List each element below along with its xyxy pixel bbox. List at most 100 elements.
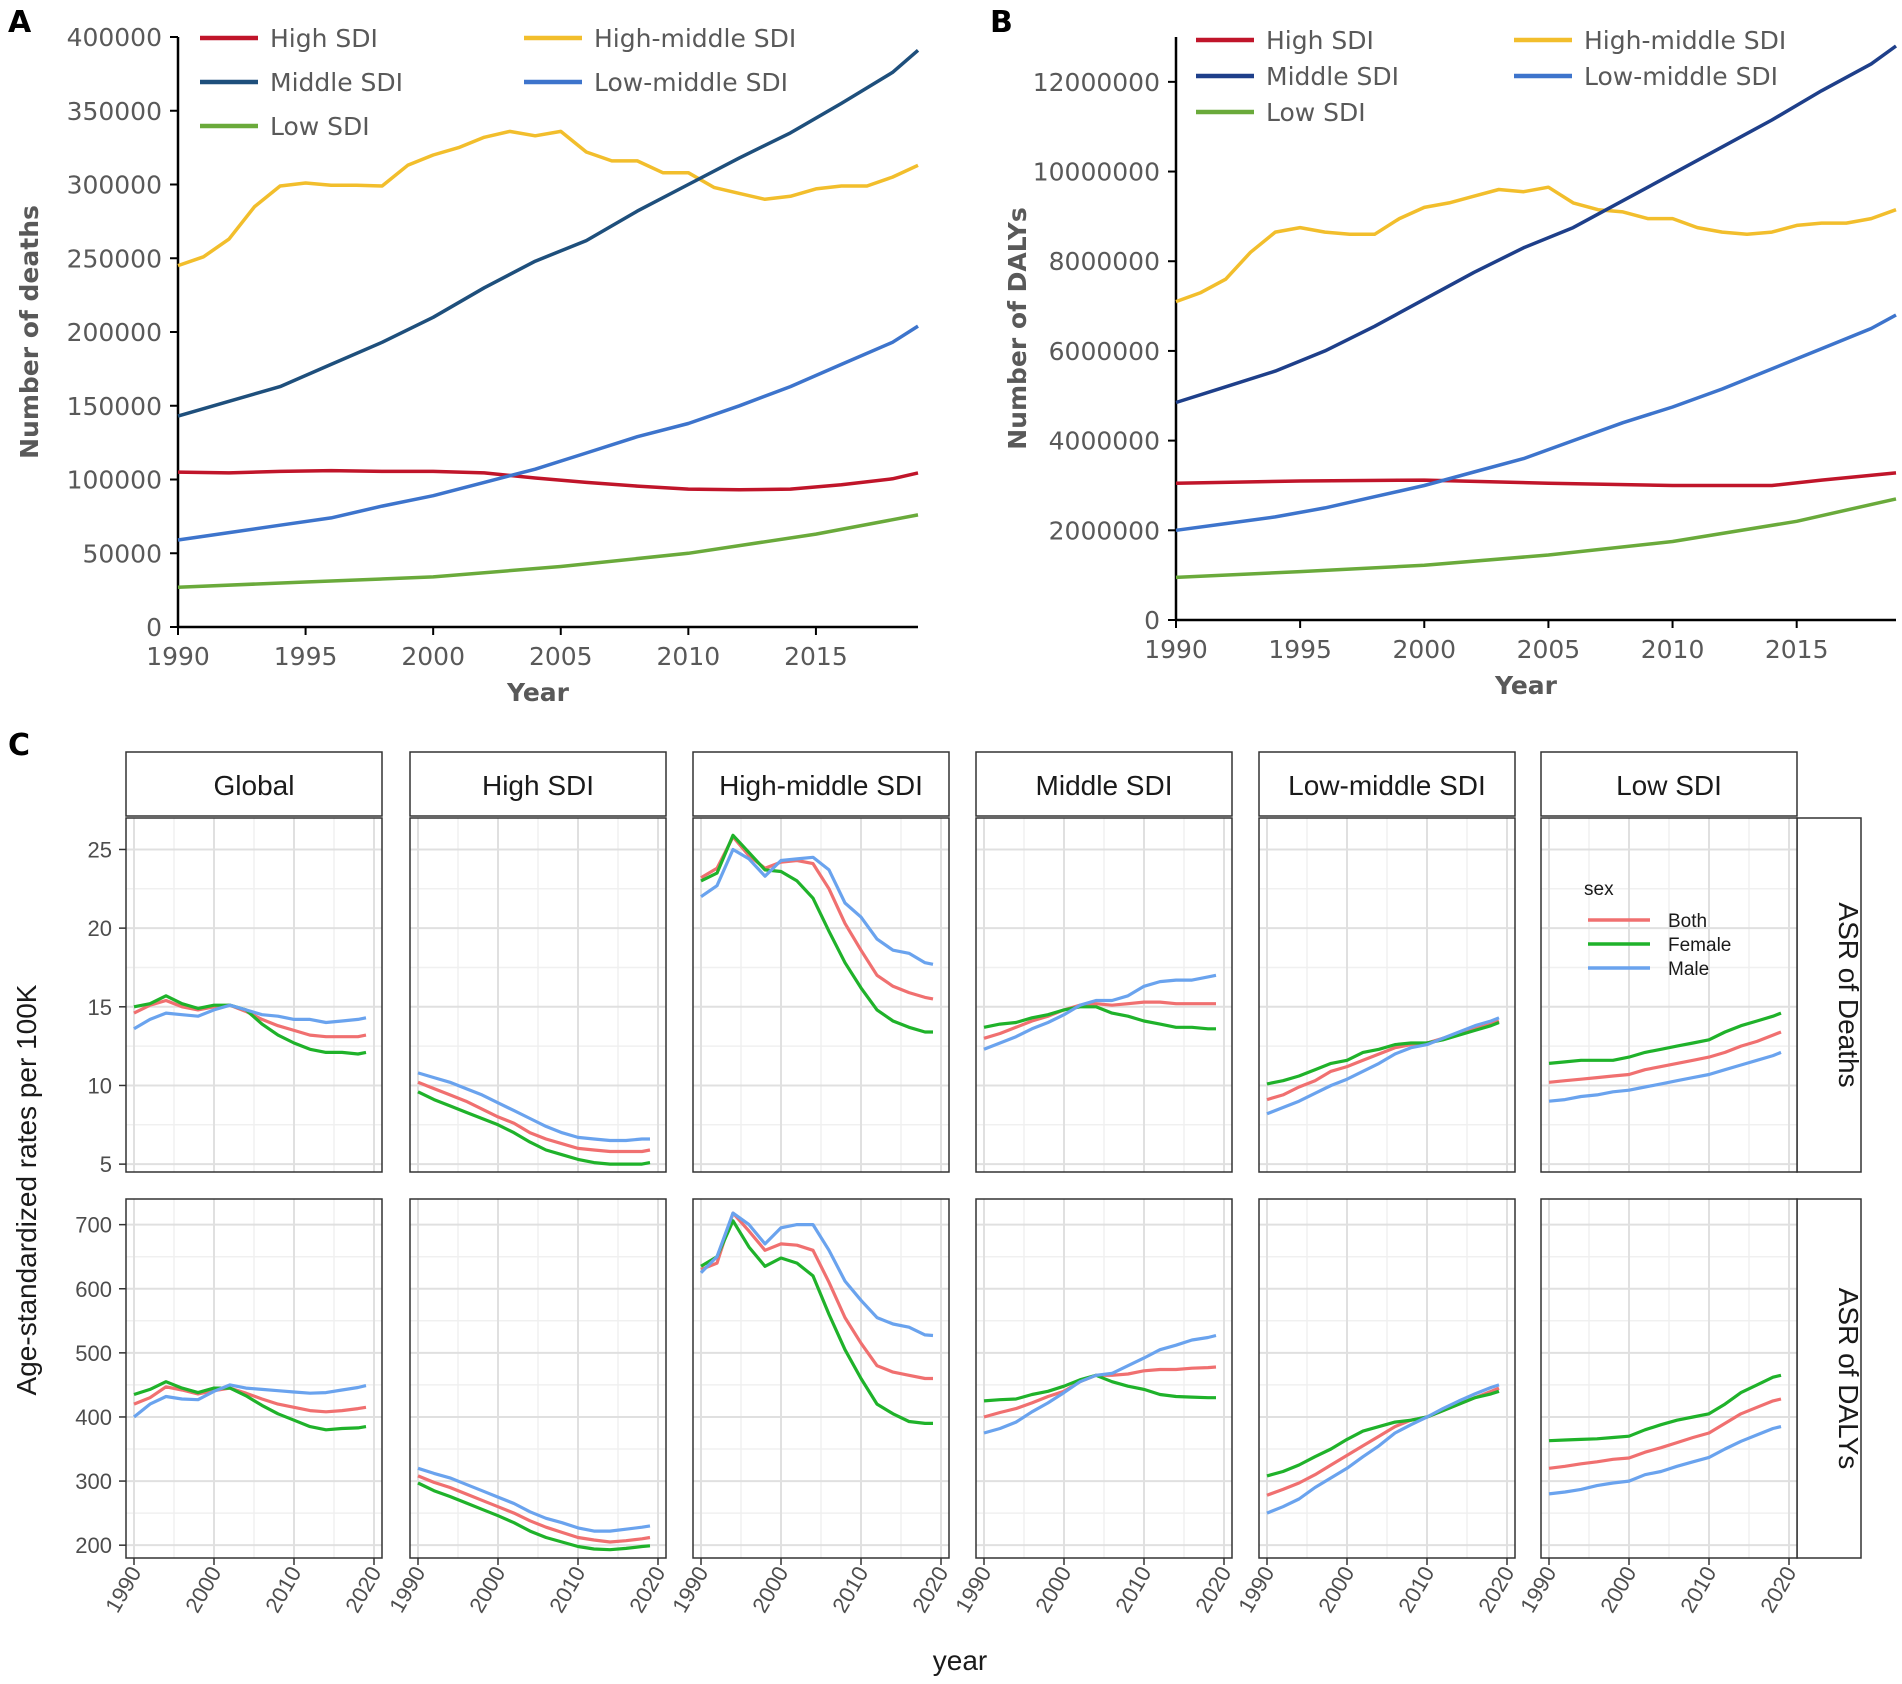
facet-border (692, 1198, 950, 1559)
series-line-low-middle-sdi (177, 324, 919, 542)
x-tick-label: 2015 (784, 642, 848, 671)
y-tick-label: 350000 (67, 97, 162, 126)
x-tick-label: 1995 (1268, 635, 1332, 664)
facet-row-strip-asr-of-dalys (1796, 1198, 1862, 1559)
legend-label-middle-sdi: Middle SDI (270, 68, 403, 97)
facet-border (1540, 1198, 1798, 1559)
series-line-male (417, 1466, 651, 1533)
y-tick-label: 200 (75, 1533, 112, 1558)
x-tick-label: 2000 (747, 1562, 793, 1617)
x-tick-label: 1990 (667, 1562, 713, 1617)
y-tick-label: 10 (88, 1073, 112, 1098)
facet-strip-high-middle-sdi (692, 751, 950, 817)
x-tick-label: 2015 (1765, 635, 1829, 664)
facet-border (692, 817, 950, 1173)
series-line-both (1548, 1030, 1782, 1084)
series-line-female (133, 1380, 367, 1432)
series-line-female (700, 833, 933, 1034)
x-tick-label: 1990 (950, 1562, 996, 1617)
y-tick-label: 2000000 (1049, 516, 1160, 545)
legend-label-high-sdi: High SDI (270, 24, 378, 53)
x-tick-label: 2020 (907, 1562, 953, 1617)
series-line-female (133, 994, 367, 1056)
x-tick-label: 2000 (401, 642, 465, 671)
y-tick-label: 500 (75, 1341, 112, 1366)
x-tick-label: 1990 (1233, 1562, 1279, 1617)
legend-label-both: Both (1668, 911, 1707, 932)
series-line-middle-sdi (1175, 44, 1898, 405)
series-line-both (700, 1211, 933, 1381)
panel-c: C Global High SDI High-middle SDI Middle SDI… (8, 728, 1864, 1676)
facet-strip-label: Low-middle SDI (1288, 770, 1486, 801)
facet-border (975, 1198, 1233, 1559)
y-tick-label: 8000000 (1049, 247, 1160, 276)
x-tick-label: 2020 (340, 1562, 386, 1617)
series-line-female (1266, 1021, 1500, 1086)
facet-high-middle-sdi-asr-of-dalys (692, 1198, 950, 1559)
facet-strip-label: High-middle SDI (719, 770, 923, 801)
legend: High SDI High-middle SDI Middle SDI Low-mid… (200, 24, 796, 141)
facet-global-asr-of-deaths (125, 817, 383, 1173)
series-line-male (1266, 1383, 1500, 1515)
series-line-both (700, 835, 934, 1001)
series-line-female (983, 1005, 1216, 1031)
y-tick-label: 250000 (67, 244, 162, 273)
facet-strip-global (125, 751, 383, 817)
legend-label-low-middle-sdi: Low-middle SDI (1584, 62, 1778, 91)
series-line-both (417, 1474, 651, 1544)
legend: sex Both Female Male (1584, 879, 1731, 980)
x-axis-title: Year (506, 678, 570, 707)
y-tick-label: 12000000 (1033, 68, 1160, 97)
x-tick-label: 2010 (544, 1562, 590, 1617)
y-tick-label: 20 (88, 916, 112, 941)
series-line-low-sdi (177, 513, 919, 589)
x-tick-label: 2005 (529, 642, 593, 671)
series-line-female (1548, 1011, 1782, 1065)
facet-row-strip-asr-of-deaths (1796, 817, 1862, 1173)
y-tick-label: 400 (75, 1405, 112, 1430)
panel-b: B 0 2000000 4000000 6000000 8000000 10000000 12… (990, 5, 1898, 700)
series-line-female (417, 1090, 651, 1166)
y-axis-title: Age-standardized rates per 100K (11, 984, 42, 1395)
legend-label-low-sdi: Low SDI (270, 112, 370, 141)
x-tick-label: 2010 (657, 642, 721, 671)
series-line-male (1266, 1016, 1500, 1116)
x-axis-title: Year (1494, 671, 1558, 700)
y-tick-label: 200000 (67, 318, 162, 347)
x-tick-label: 1995 (274, 642, 338, 671)
x-tick-label: 2010 (827, 1562, 873, 1617)
series-line-high-sdi (1175, 471, 1897, 488)
y-tick-label: 400000 (67, 23, 162, 52)
series-line-male (983, 1333, 1217, 1435)
series-line-high-middle-sdi (177, 129, 919, 268)
legend-label-high-middle-sdi: High-middle SDI (1584, 26, 1786, 55)
facet-strip-low-middle-sdi (1258, 751, 1516, 817)
x-tick-label: 2010 (1675, 1562, 1721, 1617)
x-tick-label: 1990 (100, 1562, 146, 1617)
legend-label-high-middle-sdi: High-middle SDI (594, 24, 796, 53)
y-tick-label: 100000 (67, 466, 162, 495)
series-line-both (133, 1385, 367, 1414)
x-tick-label: 2000 (180, 1562, 226, 1617)
facet-low-sdi-asr-of-dalys (1540, 1198, 1798, 1559)
x-tick-label: 2000 (1595, 1562, 1641, 1617)
series-line-male (133, 1003, 367, 1031)
y-tick-label: 600 (75, 1277, 112, 1302)
y-tick-label: 5 (100, 1152, 112, 1177)
y-axis-title: Number of deaths (15, 205, 44, 459)
series-line-female (1266, 1389, 1500, 1478)
series-line-both (983, 1000, 1216, 1040)
legend-label-male: Male (1668, 959, 1709, 980)
facet-border (1258, 817, 1516, 1173)
facet-low-middle-sdi-asr-of-dalys (1258, 1198, 1516, 1559)
facet-border (1540, 817, 1798, 1173)
facet-high-middle-sdi-asr-of-deaths (692, 817, 950, 1173)
x-tick-label: 2020 (1473, 1562, 1519, 1617)
y-tick-label: 0 (1144, 606, 1160, 635)
x-axis-title: year (933, 1645, 987, 1676)
series-line-high-middle-sdi (1175, 185, 1897, 304)
facet-strip-label: Middle SDI (1036, 770, 1173, 801)
facet-border (409, 817, 667, 1173)
series-line-female (700, 1219, 933, 1425)
